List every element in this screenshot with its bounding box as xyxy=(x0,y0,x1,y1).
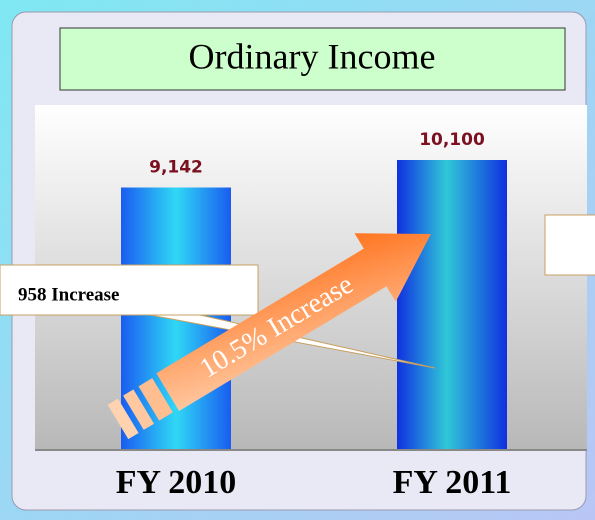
x-tick-label: FY 2011 xyxy=(393,464,512,501)
arrow-tail xyxy=(138,378,173,421)
title-box xyxy=(59,27,566,91)
bar xyxy=(397,160,507,450)
arrow-body xyxy=(156,233,431,411)
data-label: 9,142 xyxy=(149,158,203,178)
chart-title: Ordinary Income xyxy=(189,36,436,76)
side-box xyxy=(544,214,595,276)
data-label: 10,100 xyxy=(419,130,485,150)
annotation: 958 Increase xyxy=(18,284,120,305)
arrow-tail xyxy=(107,398,139,440)
arrow-tail xyxy=(123,389,155,430)
x-tick-label: FY 2010 xyxy=(116,464,237,501)
